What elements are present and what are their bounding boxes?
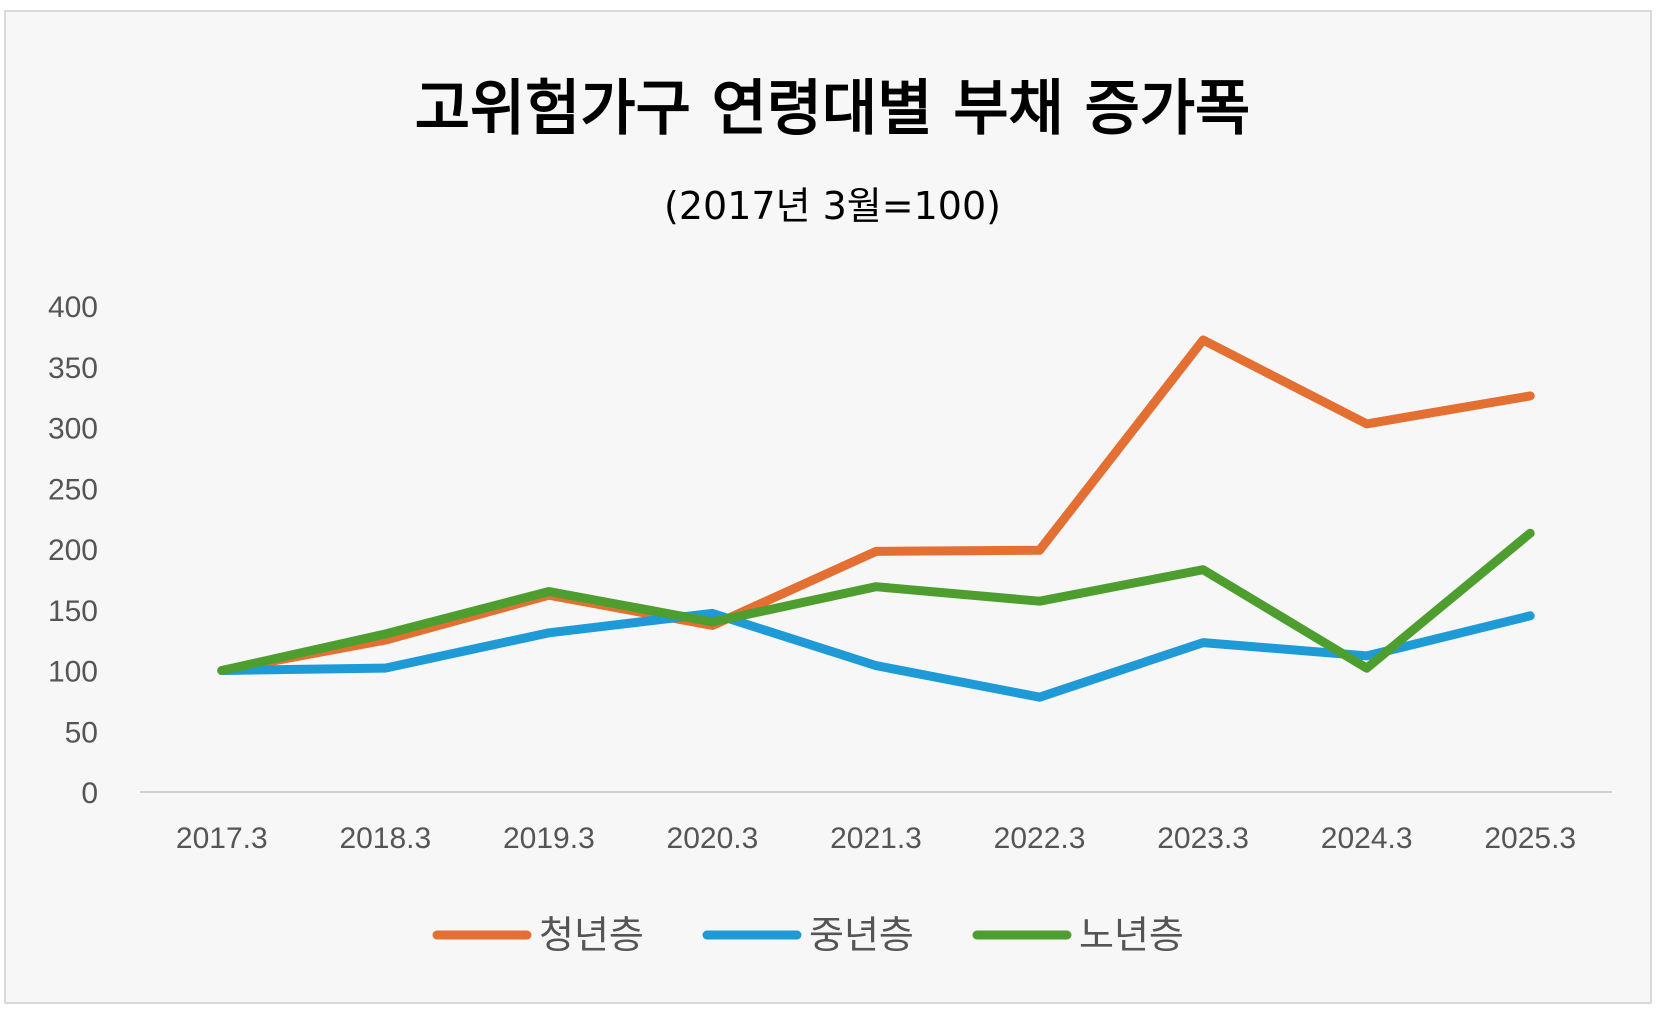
x-tick-label: 2024.3 xyxy=(1321,822,1413,855)
data-point xyxy=(1202,642,1204,644)
y-axis: 0 50 100 150 200 250 300 350 400 xyxy=(48,291,98,810)
data-point xyxy=(1039,549,1041,551)
x-tick-label: 2023.3 xyxy=(1157,822,1249,855)
data-point xyxy=(1366,655,1368,657)
x-tick-label: 2018.3 xyxy=(339,822,431,855)
x-tick-label: 2022.3 xyxy=(994,822,1086,855)
y-tick-label: 350 xyxy=(48,352,98,385)
data-point xyxy=(384,639,386,641)
data-point xyxy=(711,621,713,623)
y-tick-label: 200 xyxy=(48,534,98,567)
y-tick-label: 100 xyxy=(48,656,98,689)
legend: 청년층 중년층 노년층 xyxy=(432,913,1184,957)
y-tick-label: 0 xyxy=(81,777,98,810)
data-point xyxy=(1366,423,1368,425)
data-point xyxy=(548,591,550,593)
y-tick-label: 50 xyxy=(65,716,98,749)
legend-label: 청년층 xyxy=(539,913,644,957)
data-point xyxy=(875,550,877,552)
data-point xyxy=(384,667,386,669)
data-point xyxy=(1529,532,1531,534)
x-tick-label: 2020.3 xyxy=(667,822,759,855)
chart-frame xyxy=(4,10,1652,1004)
data-point xyxy=(711,612,713,614)
data-point xyxy=(1529,395,1531,397)
data-point xyxy=(1366,667,1368,669)
data-point xyxy=(1529,615,1531,617)
x-tick-label: 2019.3 xyxy=(503,822,595,855)
y-tick-label: 250 xyxy=(48,473,98,506)
y-tick-label: 300 xyxy=(48,413,98,446)
legend-label: 노년층 xyxy=(1079,913,1184,957)
data-point xyxy=(875,586,877,588)
data-point xyxy=(1202,339,1204,341)
x-tick-label: 2025.3 xyxy=(1484,822,1576,855)
chart-subtitle: (2017년 3월=100) xyxy=(664,184,1001,228)
data-point xyxy=(1202,569,1204,571)
x-tick-label: 2017.3 xyxy=(176,822,268,855)
data-point xyxy=(1039,696,1041,698)
data-point xyxy=(548,632,550,634)
y-tick-label: 400 xyxy=(48,291,98,324)
data-point xyxy=(384,633,386,635)
series-layer xyxy=(217,335,1535,702)
legend-label: 중년층 xyxy=(809,913,914,957)
x-axis: 2017.3 2018.3 2019.3 2020.3 2021.3 2022.3 2023… xyxy=(140,791,1612,855)
data-point xyxy=(221,670,223,671)
chart-title: 고위험가구 연령대별 부채 증가폭 xyxy=(414,74,1251,144)
data-point xyxy=(875,665,877,667)
x-tick-label: 2021.3 xyxy=(830,822,922,855)
data-point xyxy=(1039,600,1041,602)
y-tick-label: 150 xyxy=(48,595,98,628)
